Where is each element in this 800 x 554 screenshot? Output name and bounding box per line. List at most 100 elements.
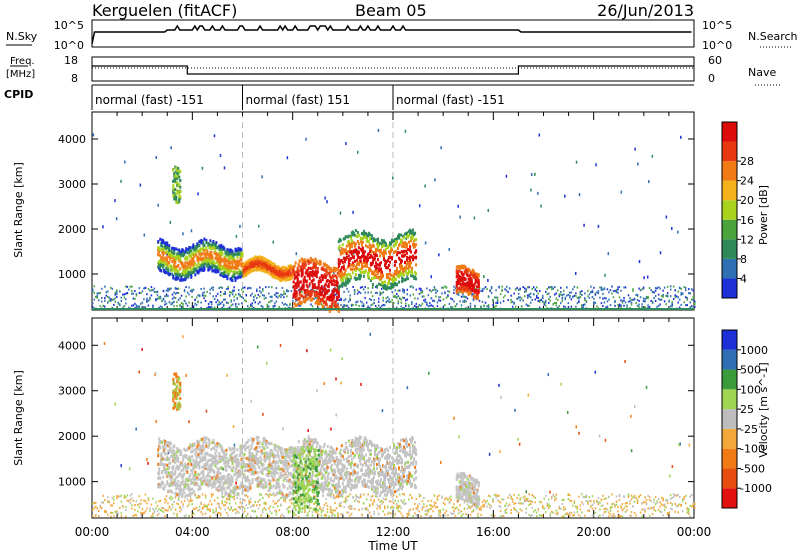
scatter-cell (93, 298, 96, 301)
scatter-cell (188, 250, 191, 254)
scatter-cell (548, 292, 550, 295)
scatter-cell (418, 495, 421, 498)
scatter-cell (487, 304, 490, 307)
scatter-cell (325, 303, 328, 307)
scatter-cell (267, 265, 270, 269)
scatter-cell (128, 500, 130, 503)
scatter-cell (245, 273, 248, 277)
scatter-cell (426, 287, 428, 290)
scatter-cell (281, 269, 284, 273)
scatter-cell (426, 509, 428, 512)
scatter-cell (278, 267, 281, 271)
scatter-cell (663, 286, 666, 289)
scatter-cell (638, 306, 640, 309)
scatter-cell (244, 273, 247, 277)
scatter-cell (313, 265, 316, 269)
scatter-cell (287, 273, 290, 277)
scatter-cell (128, 306, 130, 309)
scatter-cell (435, 288, 437, 291)
scatter-cell (555, 292, 558, 295)
scatter-cell (234, 247, 237, 251)
scatter-cell (617, 288, 619, 291)
scatter-cell (499, 501, 502, 504)
scatter-cell (144, 493, 147, 496)
scatter-cell (203, 249, 206, 253)
scatter-cell (184, 250, 187, 254)
scatter-cell (165, 262, 168, 266)
scatter-cell (400, 263, 403, 267)
scatter-cell (201, 261, 204, 265)
scatter-cell (143, 287, 145, 290)
scatter-cell (336, 304, 339, 308)
scatter-cell (618, 303, 621, 306)
scatter-cell (499, 293, 502, 296)
scatter-cell (309, 271, 312, 275)
scatter-cell (159, 297, 162, 300)
scatter-cell (362, 258, 365, 262)
scatter-cell (250, 261, 253, 265)
scatter-cell (362, 251, 365, 255)
scatter-cell (399, 251, 402, 255)
scatter-cell (308, 274, 311, 278)
scatter-cell (300, 294, 303, 298)
scatter-cell (324, 292, 327, 296)
scatter-cell (223, 247, 226, 251)
y-tick-label: 2000 (58, 430, 86, 443)
freq-line (92, 65, 694, 75)
scatter-cell (474, 494, 476, 497)
scatter-cell (519, 502, 521, 505)
scatter-cell (260, 255, 263, 259)
scatter-cell (250, 268, 253, 272)
scatter-cell (513, 508, 515, 511)
scatter-cell (346, 495, 348, 498)
scatter-cell (263, 294, 266, 297)
scatter-cell (368, 256, 371, 260)
scatter-cell (247, 266, 250, 270)
scatter-cell (283, 303, 285, 306)
scatter-cell (436, 498, 439, 501)
scatter-cell (306, 296, 309, 300)
scatter-cell (333, 280, 336, 284)
scatter-cell (318, 291, 321, 295)
scatter-cell (259, 286, 261, 289)
scatter-cell (312, 270, 315, 274)
scatter-cell (383, 513, 386, 516)
scatter-cell (219, 153, 222, 157)
scatter-cell (161, 300, 163, 303)
scatter-cell (95, 295, 97, 298)
scatter-cell (405, 299, 407, 302)
scatter-cell (315, 260, 318, 264)
scatter-cell (309, 291, 312, 295)
scatter-cell (332, 294, 335, 298)
scatter-cell (335, 282, 338, 286)
scatter-cell (234, 266, 237, 270)
scatter-cell (295, 286, 298, 290)
scatter-cell (348, 258, 351, 262)
scatter-cell (122, 306, 124, 309)
scatter-cell (165, 267, 168, 271)
scatter-cell (224, 290, 226, 293)
scatter-cell (570, 305, 573, 308)
scatter-cell (375, 270, 378, 274)
scatter-cell (355, 301, 357, 304)
scatter-cell (323, 273, 326, 277)
scatter-cell (402, 277, 405, 281)
scatter-cell (211, 262, 214, 266)
scatter-cell (229, 269, 232, 273)
scatter-cell (337, 261, 340, 265)
scatter-cell (247, 507, 249, 510)
scatter-cell (355, 498, 357, 501)
scatter-cell (694, 305, 696, 308)
scatter-cell (245, 294, 248, 297)
scatter-cell (360, 267, 363, 271)
scatter-cell (344, 497, 347, 500)
scatter-cell (391, 239, 394, 243)
scatter-cell (340, 275, 343, 279)
scatter-cell (374, 261, 377, 265)
scatter-cell (382, 497, 384, 500)
scatter-cell (262, 294, 264, 297)
scatter-cell (397, 274, 400, 278)
scatter-cell (240, 288, 243, 291)
scatter-cell (602, 297, 604, 300)
scatter-cell (414, 304, 416, 307)
